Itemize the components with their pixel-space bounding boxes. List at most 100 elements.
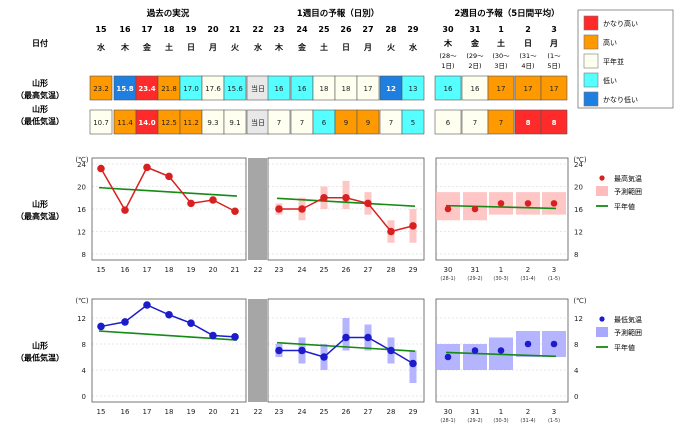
w2-range-1: (28～ — [439, 52, 457, 60]
min-xtick: 27 — [364, 408, 373, 416]
max-xtick: 21 — [231, 266, 240, 274]
max-row-cell — [267, 75, 291, 101]
max-point-past — [121, 206, 129, 214]
min-ytick-right: 4 — [574, 367, 579, 375]
max-legend-normal: 平年値 — [614, 202, 635, 211]
max-unit-left: (℃) — [75, 156, 89, 164]
min-row-value: 9 — [366, 119, 370, 127]
min-row-value: 9.3 — [207, 119, 218, 127]
w2-max-row-cell — [461, 75, 489, 101]
max-xtick-w2-sub: (28-1) — [440, 276, 455, 282]
min-ytick-right: 0 — [574, 393, 578, 401]
max-point-week2 — [471, 205, 479, 213]
min-row-value: 12.5 — [161, 119, 177, 127]
max-xtick-w2-sub: (29-2) — [467, 276, 482, 282]
min-today-bar — [248, 299, 267, 402]
max-normal-line-past — [98, 186, 238, 197]
max-point-past — [209, 196, 217, 204]
legend-label-vlow: かなり低い — [603, 95, 638, 104]
w2-date: 2 — [525, 25, 531, 34]
min-point-week2 — [524, 340, 532, 348]
max-legend-point-swatch — [599, 175, 605, 181]
legend-label-normal: 平年並 — [603, 57, 624, 66]
min-row-value: 7 — [277, 119, 281, 127]
day-date: 27 — [362, 25, 373, 34]
min-row-cell — [89, 109, 113, 135]
max-row-value: 17.6 — [205, 85, 221, 93]
day-date: 29 — [407, 25, 419, 34]
w2-min-row-cell — [540, 109, 568, 135]
min-xtick: 18 — [165, 408, 174, 416]
w2-range-1: (29～ — [466, 52, 484, 60]
min-row-value: 10.7 — [93, 119, 109, 127]
min-xtick-w2: 1 — [499, 408, 503, 416]
min-ytick-left: 8 — [82, 341, 86, 349]
w2-weekday: 木 — [443, 38, 453, 48]
min-ytick-right: 12 — [574, 315, 583, 323]
max-xtick: 26 — [342, 266, 351, 274]
max-xtick: 24 — [298, 266, 307, 274]
w2-range-2: 3日) — [494, 62, 507, 70]
max-point-past — [187, 199, 195, 208]
min-point-past — [165, 310, 173, 319]
max-point-week1 — [320, 193, 328, 202]
w2-date: 30 — [442, 25, 454, 34]
day-date: 26 — [340, 25, 352, 34]
max-row-value: 16 — [298, 85, 307, 93]
max-unit-right: (℃) — [573, 156, 587, 164]
min-xtick: 24 — [298, 408, 307, 416]
legend-swatch-high — [583, 34, 599, 50]
min-panel-frame — [91, 298, 247, 403]
min-normal-line-week2 — [445, 351, 557, 358]
min-legend-range-swatch — [596, 327, 608, 337]
max-xtick: 27 — [364, 266, 373, 274]
max-ytick-left: 20 — [77, 184, 86, 192]
min-point-past — [143, 301, 151, 309]
max-ytick-left: 24 — [77, 161, 86, 169]
max-ytick-right: 16 — [574, 206, 583, 214]
day-weekday: 月 — [208, 43, 217, 52]
legend-swatch-vhigh — [583, 15, 599, 31]
legend-swatch-normal — [583, 53, 599, 69]
max-point-week2 — [497, 200, 505, 207]
max-xtick: 29 — [409, 266, 418, 274]
max-ytick-left: 16 — [77, 206, 86, 214]
w2-min-row-cell — [514, 109, 542, 135]
w2-date: 31 — [469, 25, 481, 34]
min-ytick-right: 8 — [574, 341, 578, 349]
min-xtick: 20 — [209, 408, 218, 416]
min-xtick: 17 — [143, 408, 152, 416]
min-point-past — [97, 322, 105, 331]
max-today-bar — [248, 158, 267, 260]
w2-max-row-value: 16 — [471, 85, 480, 93]
min-point-week2 — [444, 353, 452, 361]
min-xtick: 16 — [121, 408, 130, 416]
max-point-past — [231, 207, 239, 216]
min-xtick: 21 — [231, 408, 240, 416]
max-point-week1 — [387, 227, 395, 236]
day-weekday: 金 — [297, 42, 307, 52]
max-row-value: 18 — [342, 85, 351, 93]
section-past-title: 過去の実況 — [146, 8, 190, 19]
w2-max-row-cell — [514, 75, 542, 101]
min-row-value: 当日 — [251, 118, 265, 127]
min-row-value: 6 — [322, 119, 327, 127]
max-row-value: 21.8 — [161, 85, 177, 93]
min-row-cell — [267, 109, 291, 135]
row-label-min-2: （最低気温） — [16, 116, 64, 126]
max-ytick-left: 12 — [77, 229, 86, 237]
min-row-value: 5 — [411, 119, 415, 127]
min-row-value: 11.4 — [117, 119, 133, 127]
min-panel-frame — [267, 298, 425, 403]
w2-weekday: 土 — [497, 38, 505, 48]
max-xtick-w2: 31 — [471, 266, 480, 274]
max-ytick-right: 20 — [574, 184, 583, 192]
day-date: 22 — [252, 25, 263, 34]
w2-max-row-value: 17 — [524, 85, 533, 93]
min-ytick-left: 12 — [77, 315, 86, 323]
w2-min-row-value: 8 — [526, 119, 531, 127]
max-legend-range-swatch — [596, 186, 608, 196]
max-xtick: 22 — [254, 266, 263, 274]
w2-min-row-value: 6 — [446, 119, 451, 127]
day-date: 28 — [385, 25, 397, 34]
